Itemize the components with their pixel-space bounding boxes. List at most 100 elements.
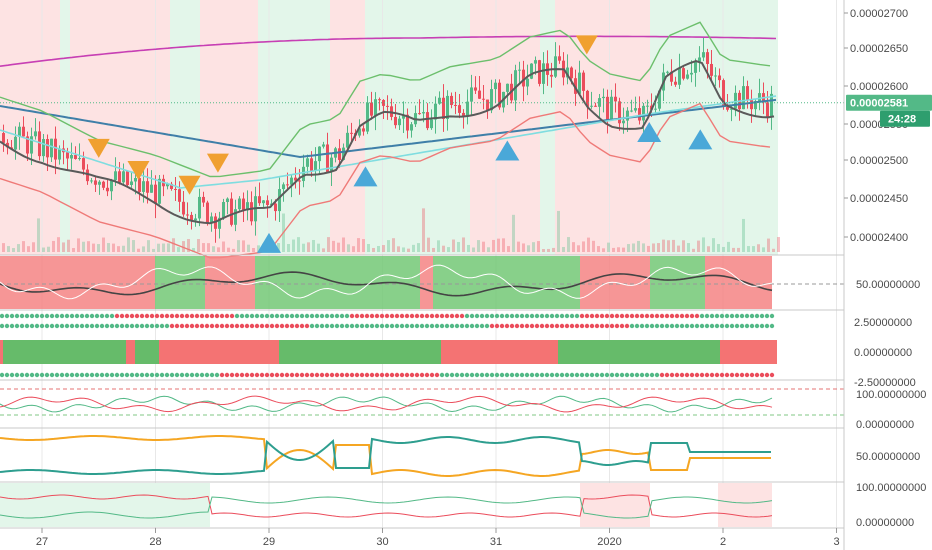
pane3-bar [657, 340, 660, 364]
pane3-dot-top [664, 313, 670, 319]
pane3-dot-bottom [299, 372, 305, 378]
candle-body [266, 200, 269, 205]
pane3-dot-top [604, 313, 610, 319]
volume-bar [647, 245, 650, 252]
pane3-dot-mid [239, 323, 245, 329]
pane2-line-dark [0, 271, 773, 297]
volume-bar [752, 246, 755, 252]
pane3-bar [663, 340, 666, 364]
pane3-dot-bottom [669, 372, 675, 378]
pane3-dot-mid [164, 323, 170, 329]
pane3-dot-top [564, 313, 570, 319]
pane3-dot-top [609, 313, 615, 319]
pane3-bar [111, 340, 114, 364]
pane3-dot-bottom [524, 372, 530, 378]
pane3-dot-mid [429, 323, 435, 329]
volume-bar [772, 248, 775, 252]
candle-body [326, 144, 329, 172]
pane3-dot-mid [129, 323, 135, 329]
volume-bar [77, 238, 80, 252]
candle-body [406, 114, 409, 131]
pane3-dot-mid [589, 323, 595, 329]
pane3-dot-top [639, 313, 645, 319]
pane3-bar [36, 340, 39, 364]
pane3-dot-mid [234, 323, 240, 329]
pane3-bar [324, 340, 327, 364]
pane3-bar [558, 340, 561, 364]
volume-bar [422, 208, 425, 252]
pane3-bar [120, 340, 123, 364]
pane3-bar [234, 340, 237, 364]
candle-body [454, 104, 457, 106]
pane3-bar [711, 340, 714, 364]
pane3-bar [534, 340, 537, 364]
volume-bar [217, 247, 220, 252]
volume-bar [472, 247, 475, 252]
pane3-dot-bottom [744, 372, 750, 378]
pane3-dot-top [459, 313, 465, 319]
pane3-dot-bottom [689, 372, 695, 378]
pane3-bar [462, 340, 465, 364]
zone-bear [470, 0, 540, 255]
pane6-zone-green [0, 483, 210, 527]
pane3-dot-top [714, 313, 720, 319]
pane3-bar [285, 340, 288, 364]
pane3-dot-bottom [9, 372, 15, 378]
volume-bar [457, 241, 460, 252]
pane3-dot-mid [639, 323, 645, 329]
pane3-bar [693, 340, 696, 364]
pane3-dot-bottom [549, 372, 555, 378]
pane3-bar [747, 340, 750, 364]
pane3-bar [735, 340, 738, 364]
pane3-bar [135, 340, 138, 364]
volume-bar [617, 247, 620, 252]
pane3-dot-bottom [534, 372, 540, 378]
candle-body [726, 106, 729, 110]
pane3-dot-bottom [554, 372, 560, 378]
pane3-bar [573, 340, 576, 364]
pane3-dot-top [544, 313, 550, 319]
pane3-bar [126, 340, 129, 364]
pane3-bar [369, 340, 372, 364]
volume-bar [237, 240, 240, 252]
candle-body [710, 63, 713, 76]
pane3-bar [45, 340, 48, 364]
candle-body [486, 99, 489, 111]
pane5-axis-label: 50.00000000 [856, 451, 920, 463]
pane3-bar [27, 340, 30, 364]
pane3-dot-bottom [194, 372, 200, 378]
candle-body [6, 142, 9, 148]
pane3-bar [546, 340, 549, 364]
pane3-bar [195, 340, 198, 364]
pane3-dot-top [49, 313, 55, 319]
candle-body [114, 171, 117, 181]
pane3-dot-bottom [289, 372, 295, 378]
sell-signal-triangle [206, 153, 229, 173]
pane3-dot-mid [0, 323, 5, 329]
pane3-dot-bottom [284, 372, 290, 378]
pane3-dot-bottom [109, 372, 115, 378]
pane3-bar [408, 340, 411, 364]
pane3-dot-top [369, 313, 375, 319]
pane3-bar [333, 340, 336, 364]
pane3-dot-top [389, 313, 395, 319]
candle-body [594, 105, 597, 107]
pane3-dot-bottom [559, 372, 565, 378]
candle-body [734, 92, 737, 109]
pane3-dot-bottom [714, 372, 720, 378]
pane3-dot-top [674, 313, 680, 319]
candle-body [690, 72, 693, 75]
pane3-dot-mid [269, 323, 275, 329]
pane3-bar [669, 340, 672, 364]
pane3-bar [720, 340, 723, 364]
pane3-dot-bottom [469, 372, 475, 378]
pane3-dot-top [34, 313, 40, 319]
candle-body [90, 180, 93, 182]
volume-bar [362, 239, 365, 252]
countdown-tag [880, 110, 930, 127]
candle-body [582, 72, 585, 91]
candle-body [694, 61, 697, 73]
candle-body [150, 184, 153, 193]
